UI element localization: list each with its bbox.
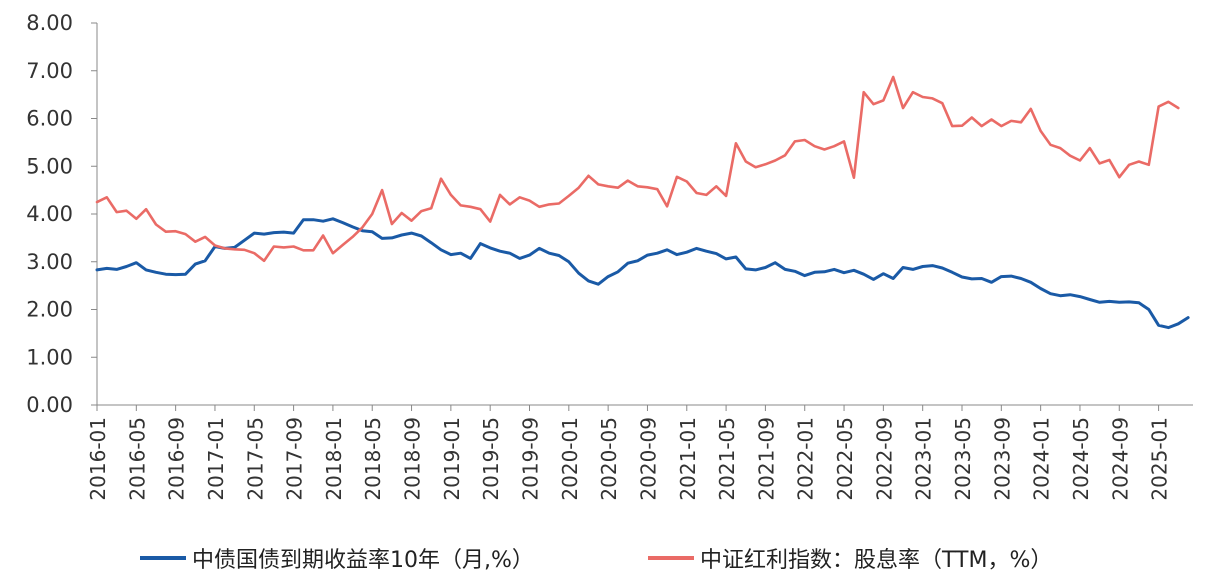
y-tick-label: 1.00 — [26, 345, 73, 369]
x-tick-label: 2024-09 — [1108, 417, 1132, 501]
x-tick-label: 2021-01 — [676, 417, 700, 501]
x-tick-label: 2017-05 — [243, 417, 267, 501]
x-tick-label: 2018-01 — [322, 417, 346, 501]
y-axis: 0.00 1.00 2.00 3.00 4.00 5.00 6.00 7.00 8.00 — [26, 11, 98, 417]
x-tick-label: 2024-01 — [1030, 417, 1054, 501]
legend-swatch-dividend-yield — [648, 556, 694, 560]
y-tick-label: 0.00 — [26, 393, 73, 417]
x-tick-label: 2018-09 — [401, 417, 425, 501]
legend-swatch-bond-yield — [140, 556, 186, 560]
x-tick-label: 2016-09 — [165, 417, 189, 501]
line-chart: 0.00 1.00 2.00 3.00 4.00 5.00 6.00 7.00 8.00 201… — [26, 11, 1193, 501]
x-tick-label: 2016-01 — [86, 417, 110, 501]
x-tick-label: 2020-09 — [636, 417, 660, 501]
x-tick-label: 2019-09 — [519, 417, 543, 501]
y-tick-label: 6.00 — [26, 107, 73, 131]
x-tick-label: 2019-05 — [479, 417, 503, 501]
legend-item-dividend-yield: 中证红利指数：股息率（TTM，%） — [648, 538, 1052, 578]
x-tick-label: 2018-05 — [361, 417, 385, 501]
series-line-1 — [95, 75, 1180, 263]
x-tick-label: 2023-05 — [951, 417, 975, 501]
x-tick-label: 2023-09 — [990, 417, 1014, 501]
x-tick-label: 2020-01 — [558, 417, 582, 501]
x-tick-label: 2025-01 — [1148, 417, 1172, 501]
legend-label-dividend-yield: 中证红利指数：股息率（TTM，%） — [700, 548, 1053, 573]
x-tick-label: 2023-01 — [912, 417, 936, 501]
series-layer — [95, 75, 1190, 330]
y-tick-label: 8.00 — [26, 11, 73, 35]
legend: 中债国债到期收益率10年（月,%） 中证红利指数：股息率（TTM，%） — [0, 538, 1215, 578]
x-tick-label: 2020-05 — [597, 417, 621, 501]
legend-item-bond-yield: 中债国债到期收益率10年（月,%） — [140, 538, 534, 578]
y-tick-label: 4.00 — [26, 202, 73, 226]
x-tick-label: 2022-01 — [794, 417, 818, 501]
y-tick-label: 3.00 — [26, 250, 73, 274]
x-tick-label: 2017-01 — [204, 417, 228, 501]
x-tick-label: 2016-05 — [125, 417, 149, 501]
x-tick-label: 2021-05 — [715, 417, 739, 501]
x-tick-label: 2024-05 — [1069, 417, 1093, 501]
x-tick-label: 2017-09 — [283, 417, 307, 501]
legend-label-bond-yield: 中债国债到期收益率10年（月,%） — [192, 548, 534, 573]
y-tick-label: 5.00 — [26, 154, 73, 178]
x-tick-label: 2022-05 — [833, 417, 857, 501]
series-line-0 — [95, 217, 1190, 330]
y-tick-label: 2.00 — [26, 298, 73, 322]
y-tick-label: 7.00 — [26, 59, 73, 83]
x-tick-label: 2021-09 — [754, 417, 778, 501]
x-tick-label: 2019-01 — [440, 417, 464, 501]
x-axis: 2016-01 2016-05 2016-09 2017-01 2017-05 2017-… — [86, 404, 1193, 501]
x-tick-label: 2022-09 — [872, 417, 896, 501]
